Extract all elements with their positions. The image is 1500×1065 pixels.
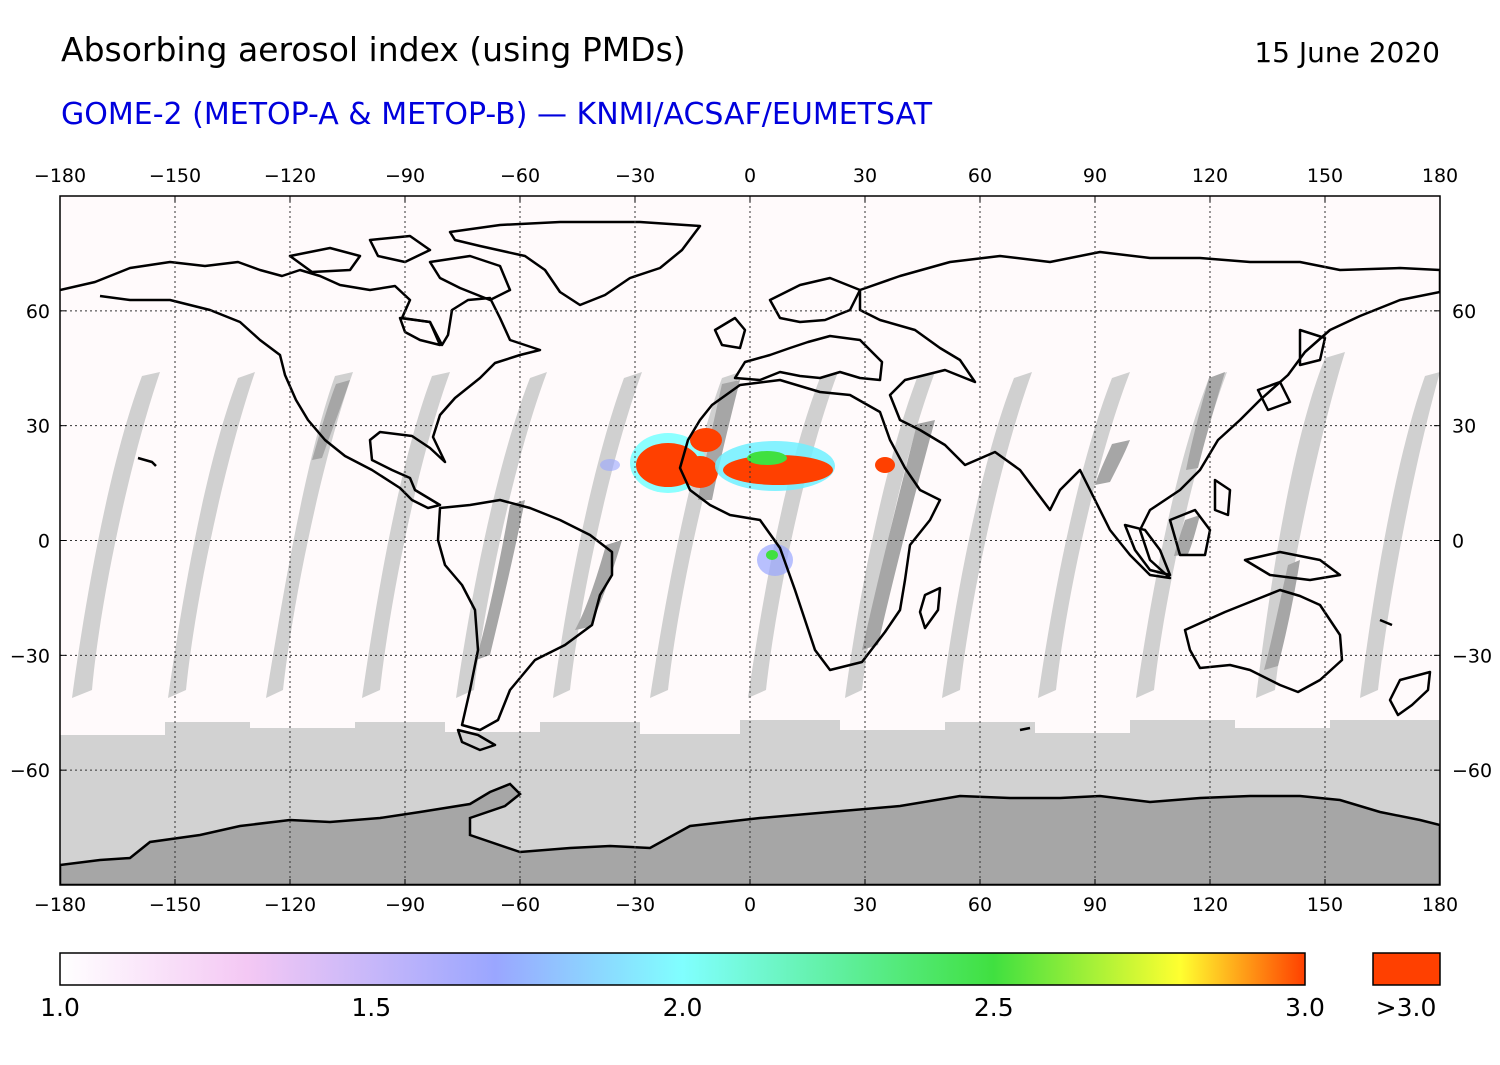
lon-tick-label-top: 0 (744, 165, 756, 187)
lat-tick-label-right: −30 (1452, 645, 1492, 667)
coastlines (60, 220, 1440, 752)
lat-tick-label-right: −60 (1452, 760, 1492, 782)
lat-tick-label-left: −60 (10, 760, 50, 782)
lon-tick-label-bottom: 120 (1192, 894, 1228, 916)
lon-tick-label-bottom: −120 (264, 894, 316, 916)
colorbar-overflow-swatch (1372, 952, 1441, 986)
graticule-grid (60, 196, 1440, 885)
map-title: Absorbing aerosol index (using PMDs) (61, 30, 686, 69)
colorbar-tick-label: 3.0 (1285, 993, 1325, 1022)
lon-tick-label-bottom: −30 (615, 894, 655, 916)
lon-tick-label-top: 180 (1422, 165, 1458, 187)
colorbar-tick-label: 2.5 (973, 993, 1014, 1022)
map-content (60, 196, 1440, 885)
lon-tick-label-top: −150 (149, 165, 201, 187)
lat-tick-label-left: −30 (10, 645, 50, 667)
colorbar-tick-label: 1.5 (351, 993, 392, 1022)
lat-tick-label-left: 0 (38, 531, 50, 553)
colorbar-gradient (59, 952, 1306, 986)
lon-tick-label-top: −30 (615, 165, 655, 187)
lat-tick-label-right: 30 (1452, 416, 1476, 438)
lon-tick-label-top: −120 (264, 165, 316, 187)
lon-tick-label-top: −90 (385, 165, 425, 187)
lon-tick-label-bottom: 180 (1422, 894, 1458, 916)
lon-tick-label-top: −60 (500, 165, 540, 187)
map-date: 15 June 2020 (1254, 36, 1440, 69)
lon-tick-label-top: 150 (1307, 165, 1343, 187)
lon-tick-label-bottom: 30 (853, 894, 877, 916)
colorbar-tick-label: 2.0 (662, 993, 703, 1022)
lat-tick-label-left: 60 (26, 301, 50, 323)
lon-tick-label-bottom: 150 (1307, 894, 1343, 916)
lat-tick-label-left: 30 (26, 416, 50, 438)
map-subtitle: GOME-2 (METOP-A & METOP-B) — KNMI/ACSAF/… (61, 97, 933, 132)
antarctica-landmass (60, 782, 1440, 885)
lon-tick-label-bottom: 0 (744, 894, 756, 916)
colorbar-overflow-label: >3.0 (1375, 993, 1437, 1022)
lon-tick-label-bottom: −90 (385, 894, 425, 916)
lon-tick-label-bottom: −60 (500, 894, 540, 916)
lon-tick-label-bottom: −150 (149, 894, 201, 916)
axis-ticks: −180 −180 −150 −150 −120 −120 −90 −90 −60 −60 −30 −… (10, 165, 1492, 916)
colorbar-tick-label: 1.0 (40, 993, 80, 1022)
lon-tick-label-bottom: 90 (1083, 894, 1107, 916)
lon-tick-label-top: 120 (1192, 165, 1228, 187)
lon-tick-label-bottom: −180 (34, 894, 86, 916)
lat-tick-label-right: 60 (1452, 301, 1476, 323)
lon-tick-label-top: 30 (853, 165, 877, 187)
lon-tick-label-top: 60 (968, 165, 992, 187)
lat-tick-label-right: 0 (1452, 531, 1464, 553)
lon-tick-label-top: −180 (34, 165, 86, 187)
lon-tick-label-top: 90 (1083, 165, 1107, 187)
lon-tick-label-bottom: 60 (968, 894, 992, 916)
